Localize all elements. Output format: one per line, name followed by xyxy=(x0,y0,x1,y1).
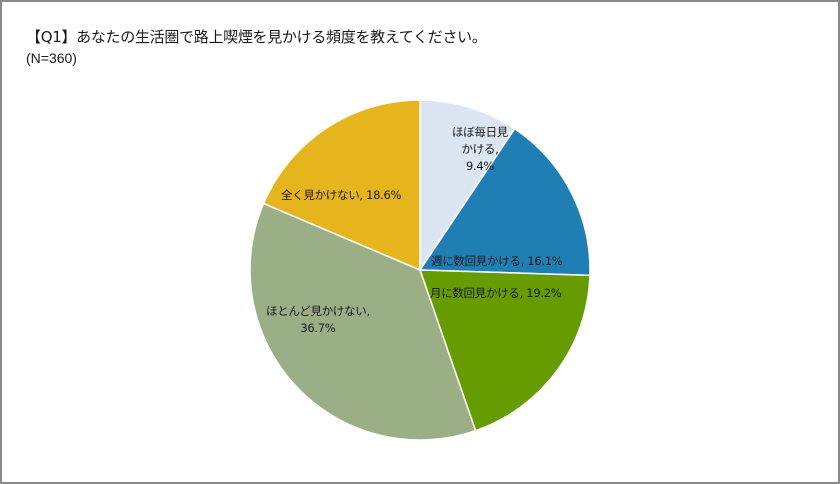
slice-label-monthly: 月に数回見かける, 19.2% xyxy=(430,286,562,300)
slice-label-rarely: ほとんど見かけない, 36.7% xyxy=(266,304,370,335)
slice-label-weekly: 週に数回見かける, 16.1% xyxy=(431,254,563,268)
pie-slices xyxy=(249,99,591,441)
slice-label-daily: ほぼ毎日見 かける, 9.4% xyxy=(452,125,508,173)
slice-label-never: 全く見かけない, 18.6% xyxy=(281,188,402,202)
chart-title: 【Q1】あなたの生活圏で路上喫煙を見かける頻度を教えてください。 xyxy=(26,28,487,46)
slice-weekly xyxy=(418,127,591,277)
slice-rarely xyxy=(249,202,477,441)
slice-never xyxy=(262,99,421,272)
slice-daily xyxy=(419,99,516,273)
slice-monthly xyxy=(418,269,591,432)
sample-size-label: (N=360) xyxy=(26,50,77,66)
